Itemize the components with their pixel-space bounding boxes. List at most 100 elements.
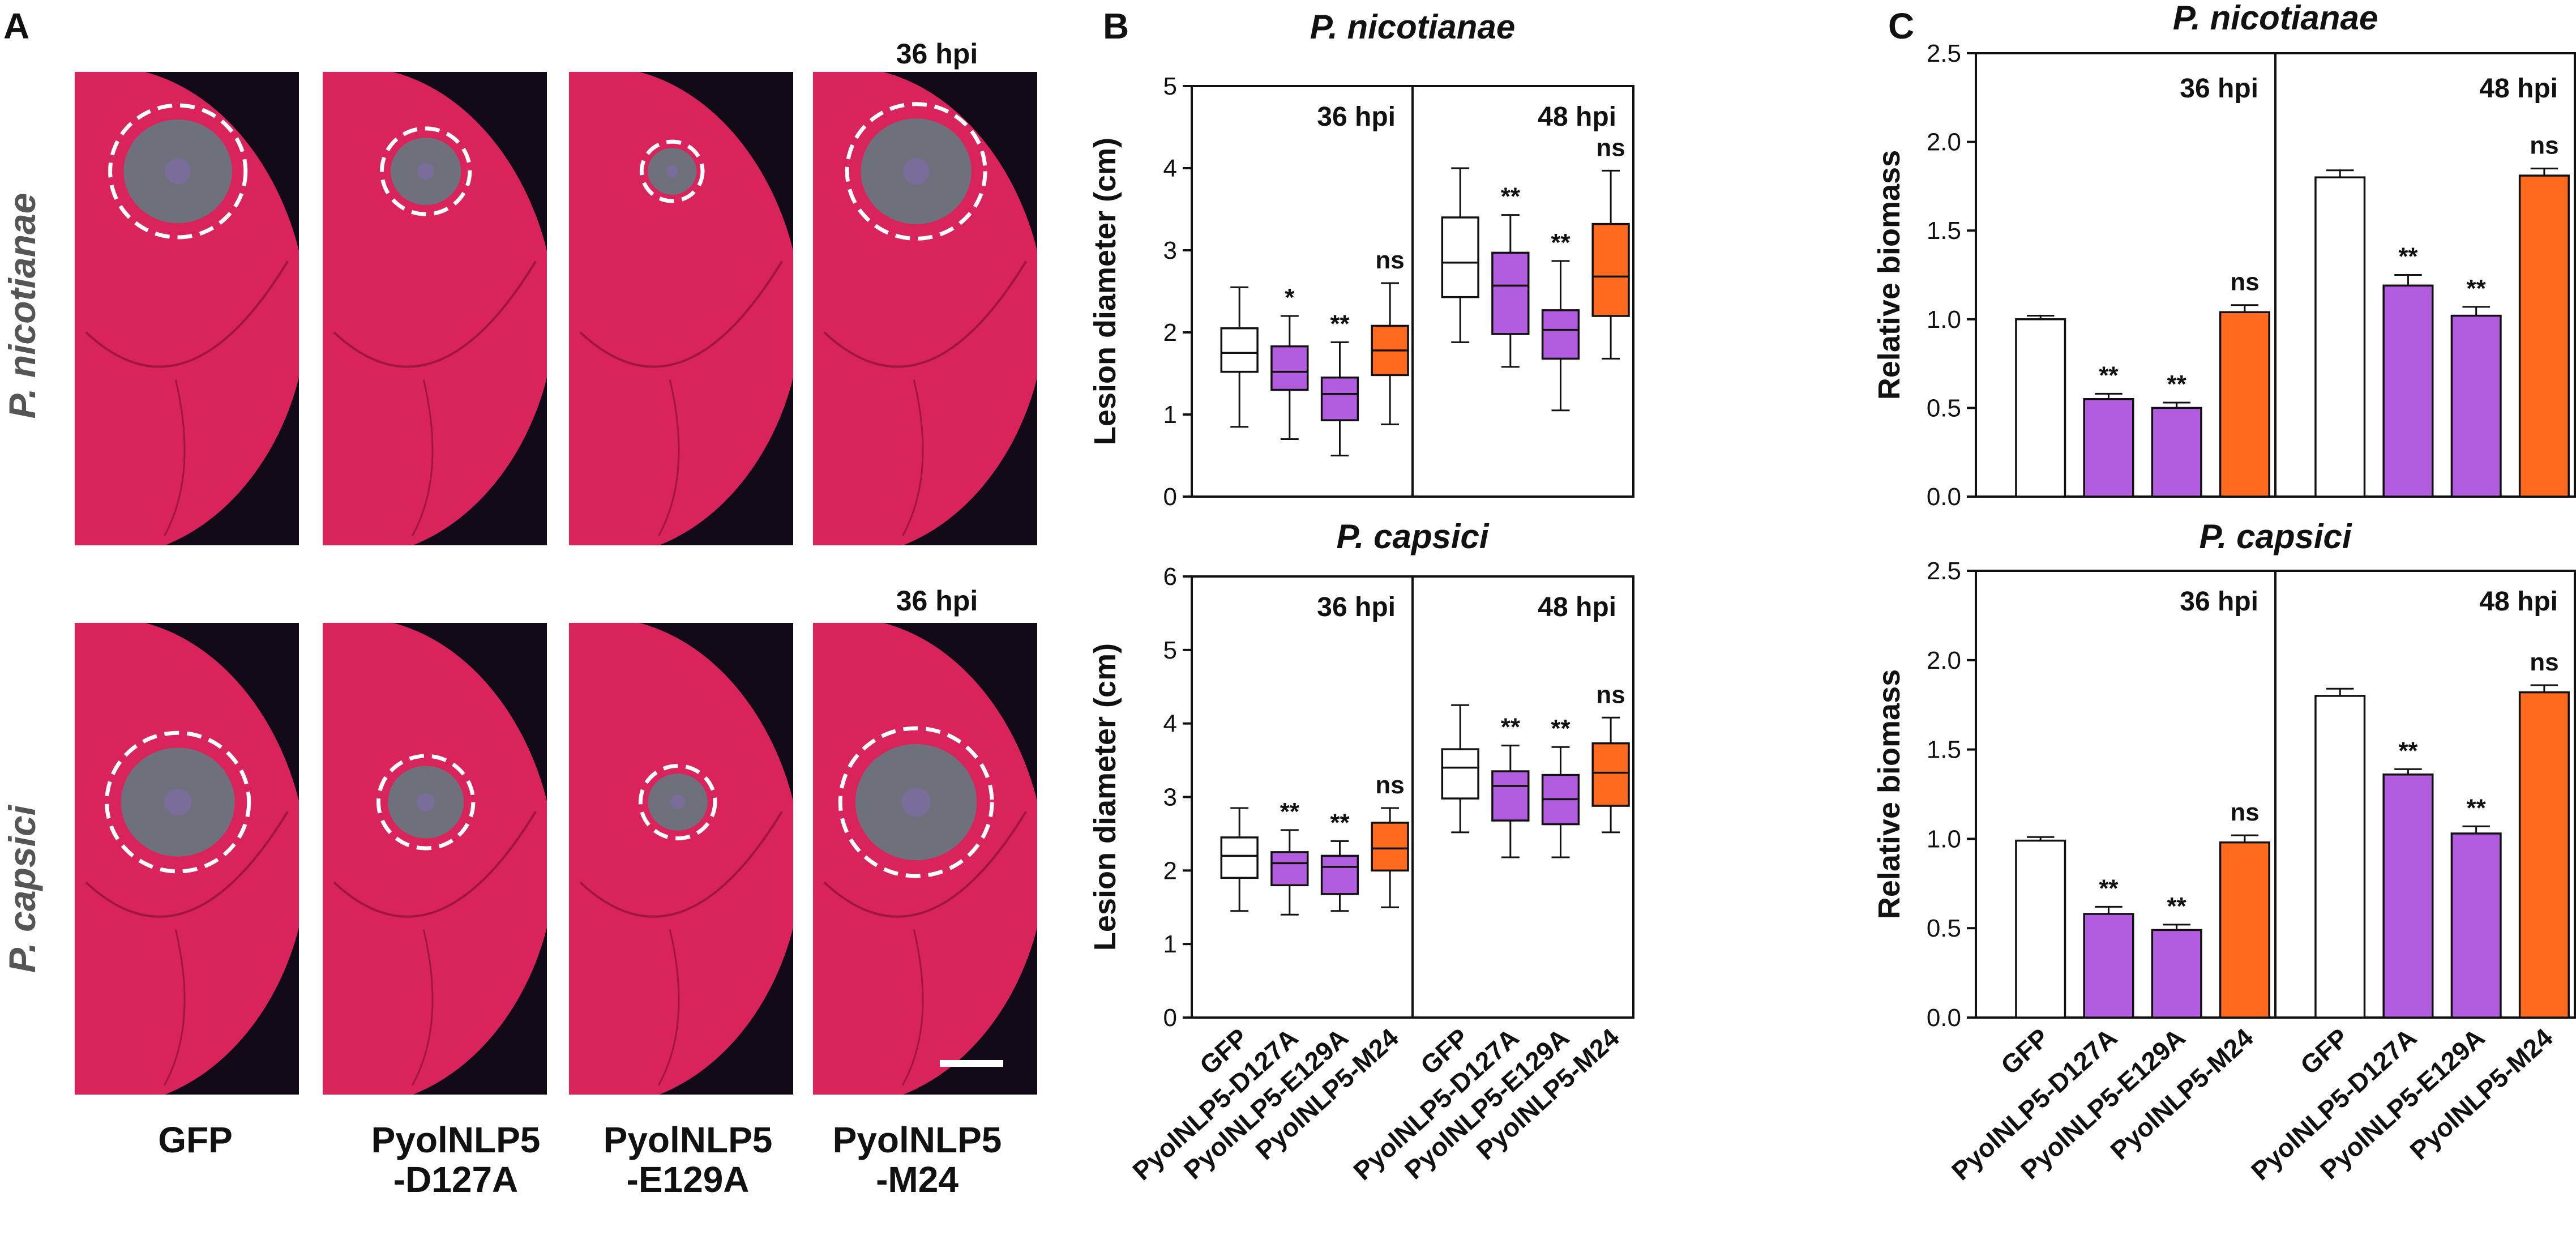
column-label-m24-line2: -M24 [876, 1159, 958, 1200]
column-label-d127a-line1: PyolNLP5 [371, 1119, 541, 1160]
inoculation-site [670, 794, 685, 810]
column-label-m24-line1: PyolNLP5 [833, 1119, 1002, 1160]
column-label-gfp: GFP [158, 1119, 233, 1160]
lesion-outline-dashed [838, 726, 994, 878]
leaf-photo [75, 623, 299, 1095]
y-tick-label: 1.5 [1927, 217, 1961, 245]
group-label: 36 hpi [1317, 102, 1396, 132]
y-tick-label: 1 [1163, 401, 1177, 429]
leaf-vein [823, 811, 1027, 918]
y-tick-label: 2.5 [1927, 557, 1961, 585]
y-axis-title: Relative biomass [1872, 669, 1906, 919]
group-label: 36 hpi [2180, 74, 2258, 104]
leaf-photo [569, 72, 793, 545]
significance-label: ** [2167, 892, 2187, 920]
lesion-outline-dashed [376, 754, 476, 851]
y-axis-title: Lesion diameter (cm) [1088, 643, 1122, 951]
inoculation-site [666, 165, 678, 177]
bar [2450, 832, 2502, 1019]
leaf-shape [75, 623, 299, 1095]
y-tick-label: 1.0 [1927, 825, 1961, 853]
bar [2083, 398, 2134, 498]
significance-label: ** [1551, 715, 1571, 742]
significance-label: ns [2230, 798, 2259, 826]
significance-label: ** [1551, 229, 1571, 257]
leaf-photo-grid [75, 72, 1037, 1095]
leaf-shape [323, 623, 547, 1095]
column-label-e129a-line2: -E129A [627, 1159, 750, 1200]
panel-label-a: A [3, 6, 29, 46]
leaf-photo [813, 623, 1037, 1095]
bar [2219, 841, 2270, 1019]
lesion-outline-dashed [108, 103, 248, 240]
y-tick-label: 0.0 [1927, 483, 1961, 511]
leaf-vein [658, 929, 680, 1086]
bar [2314, 176, 2366, 498]
chart-c-capsici: P. capsici Relative biomass 0.0 0.5 1.0 1.5 2.… [1872, 518, 2576, 1186]
y-tick-label: 0.0 [1927, 1004, 1961, 1032]
leaf-vein [412, 379, 434, 536]
y-tick-label: 2.0 [1927, 129, 1961, 156]
box [1270, 345, 1309, 391]
bar [2518, 691, 2570, 1019]
chart-b-capsici: P. capsici Lesion diameter (cm) 0 1 2 3 4 5 6 36 … [1088, 518, 1634, 1186]
x-category-label: GFP [2295, 1023, 2354, 1080]
inoculation-site [902, 158, 930, 185]
box [1441, 748, 1479, 800]
significance-label: ** [1501, 183, 1521, 211]
significance-label: ** [1280, 798, 1300, 826]
significance-label: ** [2398, 243, 2418, 271]
box [1491, 251, 1530, 335]
group-label: 36 hpi [2180, 587, 2258, 617]
leaf-vein [333, 811, 537, 918]
lesion-outline-dashed [379, 126, 472, 216]
lesion-outline-dashed [105, 730, 251, 874]
y-tick-label: 5 [1163, 72, 1177, 100]
inoculation-site [164, 788, 192, 816]
bar [2015, 839, 2066, 1019]
box [1270, 851, 1309, 887]
significance-label: ** [2099, 874, 2119, 902]
leaf-vein [579, 811, 783, 918]
chart-c-nicotianae: P. nicotianae Relative biomass 0.0 0.5 1.0 1.… [1872, 0, 2576, 511]
y-tick-label: 1 [1163, 930, 1177, 958]
leaf-vein [579, 260, 783, 368]
box [1371, 822, 1409, 872]
leaf-vein [164, 929, 186, 1086]
y-tick-label: 2.0 [1927, 647, 1961, 674]
column-label-e129a-line1: PyolNLP5 [604, 1119, 773, 1160]
y-tick-label: 0.5 [1927, 915, 1961, 942]
bar [2219, 311, 2270, 498]
leaf-photo [323, 72, 547, 545]
group-label: 48 hpi [1538, 102, 1616, 132]
y-axis-title: Lesion diameter (cm) [1088, 138, 1122, 445]
chart-title: P. capsici [2199, 518, 2352, 555]
bar [2015, 318, 2066, 498]
bar [2382, 284, 2434, 498]
group-label: 36 hpi [1317, 592, 1396, 622]
x-category-label: GFP [1995, 1023, 2055, 1080]
significance-label: ns [1375, 246, 1404, 274]
significance-label: ** [2099, 361, 2119, 389]
chart-title: P. nicotianae [2173, 0, 2378, 37]
significance-label: ** [1330, 809, 1350, 836]
leaf-vein [85, 260, 289, 368]
significance-label: ** [1330, 310, 1350, 337]
y-axis-title: Relative biomass [1872, 150, 1906, 400]
leaf-photo [75, 72, 299, 545]
row-label-p-capsici: P. capsici [1, 804, 43, 973]
significance-label: ** [1501, 713, 1521, 741]
leaf-vein [333, 260, 537, 368]
leaf-vein [658, 379, 680, 536]
y-tick-label: 0 [1163, 1004, 1177, 1032]
bar [2151, 407, 2202, 498]
leaf-photo [813, 72, 1037, 545]
y-tick-label: 2.5 [1927, 40, 1961, 67]
chart-panels: P. nicotianae Lesion diameter (cm) 0 1 2 3 4 5 3… [1088, 0, 2576, 1186]
bar [2151, 929, 2202, 1019]
box [1591, 223, 1630, 317]
significance-label: ns [2530, 132, 2558, 160]
leaf-photo [569, 623, 793, 1095]
bar [2518, 174, 2570, 498]
